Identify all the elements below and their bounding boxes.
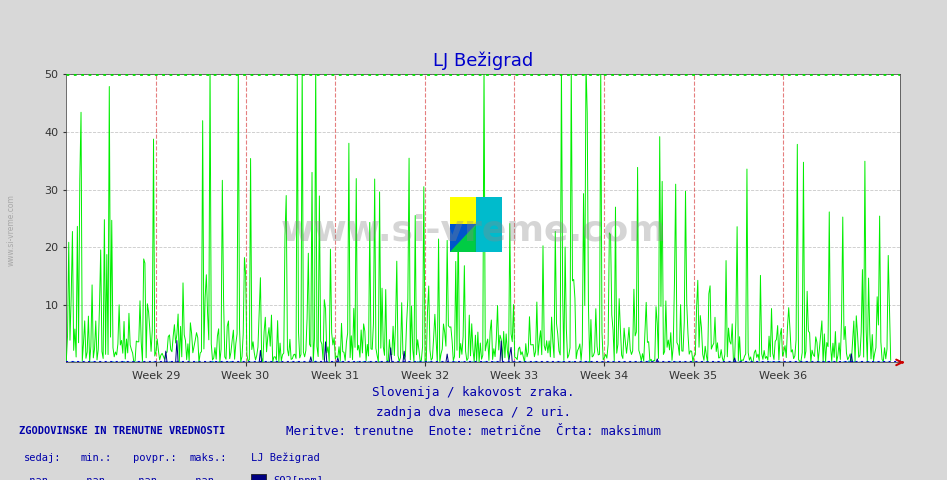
Text: LJ Bežigrad: LJ Bežigrad	[251, 452, 320, 463]
Text: -nan: -nan	[24, 476, 48, 480]
Text: maks.:: maks.:	[189, 453, 227, 463]
Text: ZGODOVINSKE IN TRENUTNE VREDNOSTI: ZGODOVINSKE IN TRENUTNE VREDNOSTI	[19, 426, 225, 436]
Text: www.si-vreme.com: www.si-vreme.com	[7, 194, 16, 266]
Polygon shape	[476, 197, 502, 252]
Text: -nan: -nan	[133, 476, 157, 480]
Text: Slovenija / kakovost zraka.: Slovenija / kakovost zraka.	[372, 386, 575, 399]
Text: -nan: -nan	[189, 476, 214, 480]
Bar	[450, 197, 476, 225]
Text: min.:: min.:	[80, 453, 112, 463]
Text: povpr.:: povpr.:	[133, 453, 176, 463]
Text: zadnja dva meseca / 2 uri.: zadnja dva meseca / 2 uri.	[376, 406, 571, 419]
Text: Meritve: trenutne  Enote: metrične  Črta: maksimum: Meritve: trenutne Enote: metrične Črta: …	[286, 425, 661, 438]
Polygon shape	[450, 225, 476, 252]
Text: sedaj:: sedaj:	[24, 453, 62, 463]
Title: LJ Bežigrad: LJ Bežigrad	[433, 51, 533, 70]
Text: -nan: -nan	[80, 476, 105, 480]
Text: SO2[ppm]: SO2[ppm]	[274, 476, 324, 480]
Text: www.si-vreme.com: www.si-vreme.com	[280, 214, 667, 247]
Polygon shape	[450, 225, 476, 252]
Bar	[251, 474, 266, 480]
